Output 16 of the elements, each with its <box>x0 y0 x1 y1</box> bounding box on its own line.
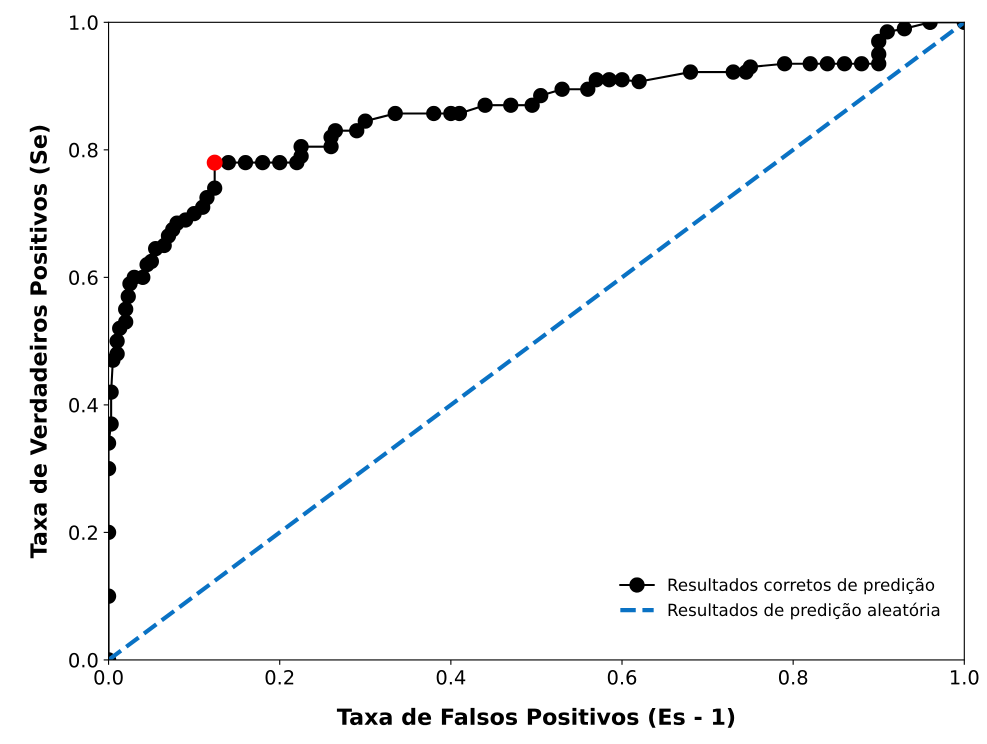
x-tick-label: 0.8 <box>778 670 808 685</box>
y-tick-label: 0.0 <box>69 652 98 668</box>
legend-label: Resultados de predição aleatória <box>668 602 940 620</box>
x-tick-label: 0.2 <box>266 670 294 685</box>
x-tick-label: 0.6 <box>608 670 636 685</box>
y-tick-label: 0.4 <box>69 398 98 413</box>
y-tick-label: 0.6 <box>69 270 98 286</box>
x-tick-label: 0.0 <box>94 670 123 685</box>
x-tick-label: 1.0 <box>950 670 978 685</box>
x-tick-label: 0.4 <box>436 670 466 685</box>
y-axis-title: Taxa de Verdadeiros Positivos (Se) <box>30 126 50 558</box>
legend-label: Resultados corretos de predição <box>668 578 934 594</box>
y-tick-label: 0.8 <box>69 142 98 158</box>
y-tick-label: 1.0 <box>70 15 98 30</box>
x-axis-title: Taxa de Falsos Positivos (Es - 1) <box>336 708 734 728</box>
y-tick-label: 0.2 <box>69 525 97 540</box>
